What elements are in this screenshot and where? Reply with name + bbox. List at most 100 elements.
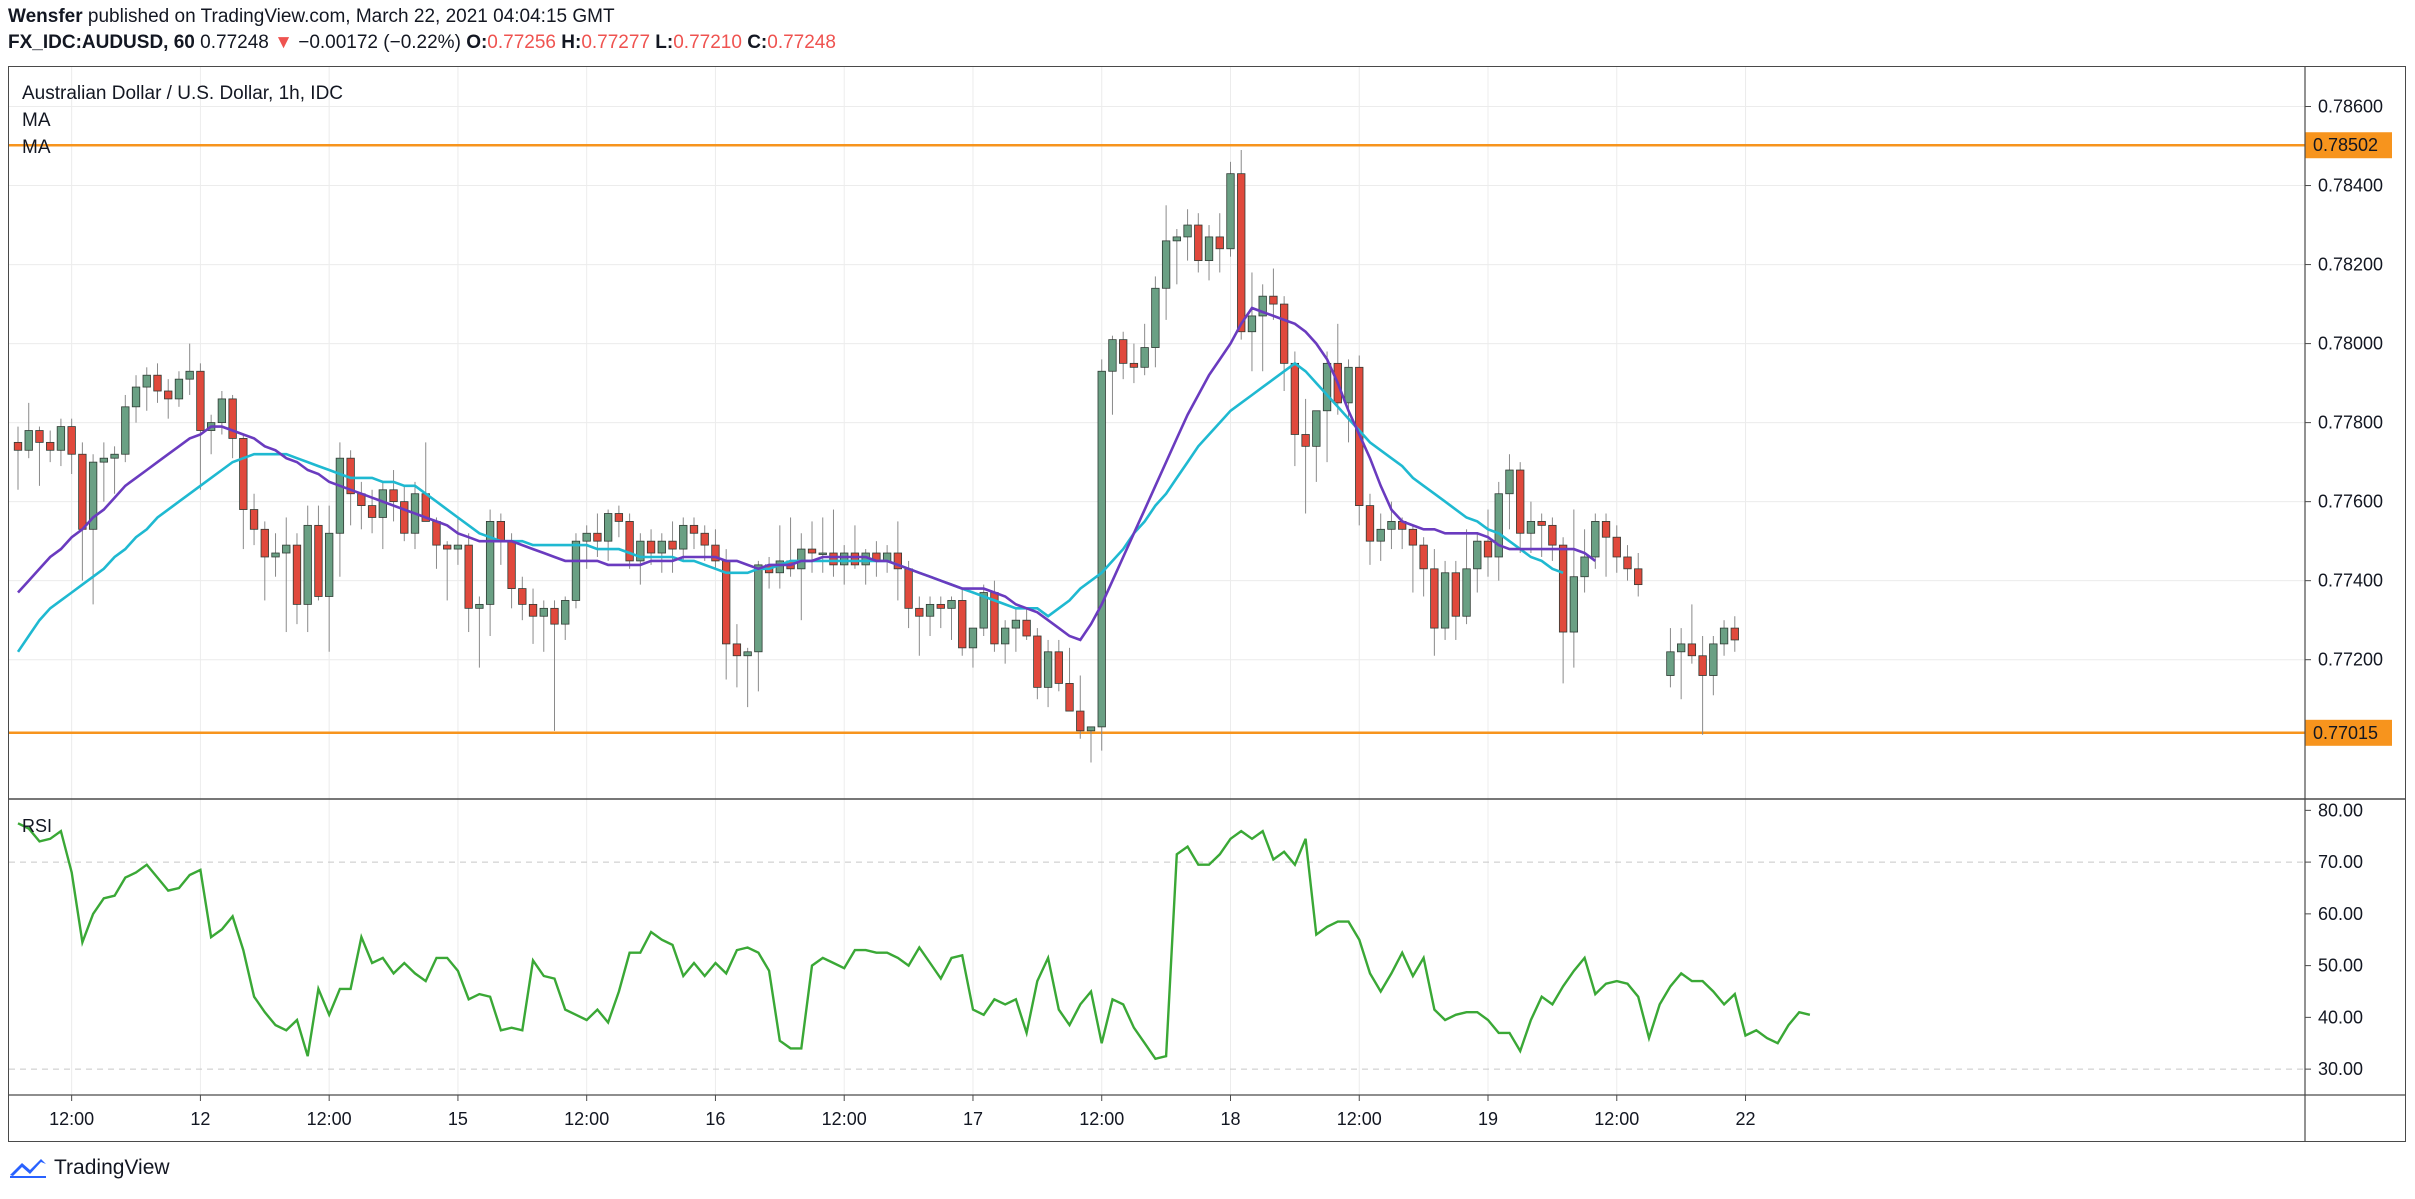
candle-body: [164, 390, 173, 400]
candle-body: [1151, 287, 1160, 348]
legend-title: Australian Dollar / U.S. Dollar, 1h, IDC: [22, 83, 343, 104]
level-tag: [2305, 132, 2392, 159]
candle-body: [528, 603, 538, 617]
candle-body: [260, 528, 269, 558]
candle-body: [185, 370, 194, 380]
price-tick-label: 0.78400: [2318, 176, 2383, 196]
price-change: −0.00172 (−0.22%): [298, 32, 461, 53]
time-tick-label: 12:00: [49, 1109, 94, 1129]
candle-body: [1119, 339, 1128, 364]
candle-body: [282, 544, 291, 554]
candle-body: [1290, 362, 1300, 435]
candle-body: [636, 540, 645, 562]
candle-body: [711, 544, 720, 562]
candle-body: [303, 524, 312, 605]
chart-frame: [8, 66, 2406, 1142]
open-label: O:: [466, 32, 488, 53]
candle-body: [153, 374, 162, 392]
candle-body: [1215, 236, 1224, 250]
candle-body: [850, 552, 860, 566]
candle-body: [1258, 295, 1267, 317]
moving-averages: [16, 306, 1597, 653]
candle-body: [1387, 521, 1396, 530]
candle-body: [271, 552, 280, 558]
publish-info: published on TradingView.com, March 22, …: [87, 6, 615, 27]
candle-body: [1312, 410, 1321, 447]
candle-body: [88, 461, 98, 530]
grid-lines: [9, 67, 2305, 1095]
candle-body: [1666, 651, 1675, 676]
candle-body: [829, 552, 838, 566]
candle-body: [325, 532, 334, 597]
candle-body: [1247, 315, 1257, 333]
high-value: 0.77277: [581, 32, 651, 53]
candle-body: [239, 438, 248, 510]
time-tick-label: 22: [1736, 1109, 1756, 1129]
candle-body: [1430, 568, 1439, 629]
candle-body: [1376, 528, 1385, 542]
low-label: L:: [655, 32, 674, 53]
candle-body: [968, 627, 978, 649]
time-tick-label: 17: [963, 1109, 983, 1129]
candle-body: [485, 521, 495, 605]
ma-fast-line: [17, 306, 1597, 642]
time-tick-label: 18: [1220, 1109, 1240, 1129]
candle-body: [1494, 493, 1503, 558]
time-tick-label: 12:00: [822, 1109, 867, 1129]
candle-body: [1601, 521, 1611, 538]
rsi-line: [17, 822, 1811, 1061]
candle-body: [1580, 556, 1589, 578]
candle-body: [443, 544, 452, 550]
candle-body: [99, 457, 108, 463]
time-tick-label: 16: [705, 1109, 725, 1129]
rsi-label: RSI: [22, 816, 52, 836]
candle-body: [24, 430, 33, 451]
candle-body: [1462, 568, 1471, 617]
candle-body: [292, 544, 302, 605]
candle-body: [668, 540, 677, 550]
price-tick-label: 0.77800: [2318, 413, 2383, 433]
time-tick-label: 12:00: [564, 1109, 609, 1129]
candle-body: [67, 426, 76, 455]
candle-body: [1322, 362, 1332, 412]
rsi-tick-label: 80.00: [2318, 800, 2363, 820]
candle-body: [1537, 521, 1546, 526]
level-price-label: 0.77015: [2313, 723, 2378, 743]
candle-body: [979, 592, 988, 629]
candle-body: [614, 513, 624, 522]
rsi-tick-label: 50.00: [2318, 956, 2363, 976]
candle-body: [582, 532, 591, 542]
level-price-label: 0.78502: [2313, 135, 2378, 155]
candle-body: [1076, 710, 1085, 732]
candle-body: [496, 521, 506, 542]
candle-body: [131, 386, 141, 408]
candle-body: [1097, 370, 1106, 728]
level-tag: [2305, 719, 2392, 746]
candle-body: [121, 406, 130, 455]
candle-body: [453, 544, 463, 550]
candle-body: [1419, 544, 1428, 570]
candle-body: [1279, 303, 1289, 364]
candle-body: [1365, 505, 1375, 542]
candle-body: [196, 370, 205, 431]
candle-body: [1194, 224, 1203, 262]
candle-body: [56, 426, 66, 451]
candle-body: [1677, 643, 1686, 653]
candle-body: [389, 489, 398, 503]
author-name[interactable]: Wensfer: [8, 6, 83, 27]
tradingview-watermark[interactable]: TradingView: [8, 1156, 170, 1180]
candle-body: [1408, 528, 1418, 546]
candle-body: [1301, 434, 1310, 447]
candle-body: [893, 552, 903, 570]
candle-body: [335, 457, 345, 534]
candle-body: [314, 524, 323, 597]
candle-body: [1022, 619, 1031, 637]
candle-body: [228, 398, 237, 439]
candle-body: [1730, 627, 1739, 641]
candle-body: [904, 568, 913, 609]
candle-body: [1569, 576, 1578, 633]
time-tick-label: 12:00: [1079, 1109, 1124, 1129]
candle-body: [1140, 347, 1149, 368]
rsi-tick-label: 70.00: [2318, 852, 2363, 872]
